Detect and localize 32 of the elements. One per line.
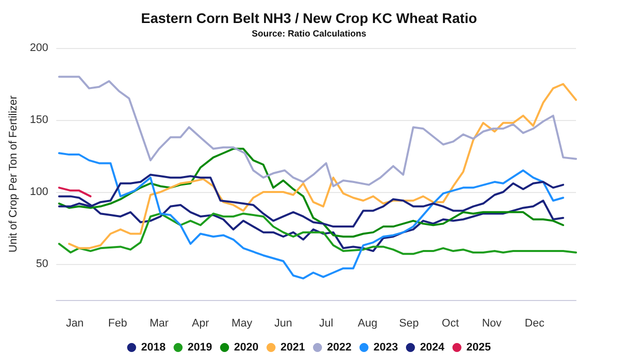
line-series <box>58 152 564 280</box>
chart-title: Eastern Corn Belt NH3 / New Crop KC Wheat Ratio <box>140 10 478 26</box>
x-tick-label: Aug <box>358 318 378 330</box>
legend-label: 2023 <box>373 342 398 354</box>
x-tick-label: Oct <box>442 318 459 330</box>
y-tick-label: 150 <box>30 114 48 126</box>
x-tick-label: Mar <box>150 318 169 330</box>
y-tick-label: 200 <box>30 42 48 54</box>
x-tick-label: Jul <box>319 318 334 330</box>
line-series <box>68 83 577 250</box>
x-tick-label: Apr <box>192 318 210 330</box>
y-tick-label: 50 <box>36 258 48 270</box>
legend-label: 2024 <box>420 342 446 354</box>
x-tick-label: Jun <box>274 318 292 330</box>
x-tick-label: Nov <box>482 318 502 330</box>
x-tick-label: Sep <box>399 318 419 330</box>
chart-subtitle: Source: Ratio Calculations <box>252 28 366 38</box>
line-series <box>58 148 564 238</box>
legend-label: 2025 <box>466 342 491 354</box>
line-series <box>58 212 577 255</box>
y-axis-title: Unit of Crop Per Ton of Fertilizer <box>8 95 20 252</box>
x-tick-label: Dec <box>524 318 545 330</box>
legend-label: 2019 <box>188 342 212 354</box>
legend-label: 2020 <box>234 342 259 354</box>
y-tick-label: 100 <box>30 186 48 198</box>
legend-label: 2021 <box>280 342 306 354</box>
legend-label: 2018 <box>141 342 166 354</box>
x-tick-label: May <box>231 318 253 330</box>
line-series <box>58 76 577 188</box>
legend-label: 2022 <box>327 342 352 354</box>
x-tick-label: Jan <box>66 318 84 330</box>
x-tick-label: Feb <box>108 318 128 330</box>
